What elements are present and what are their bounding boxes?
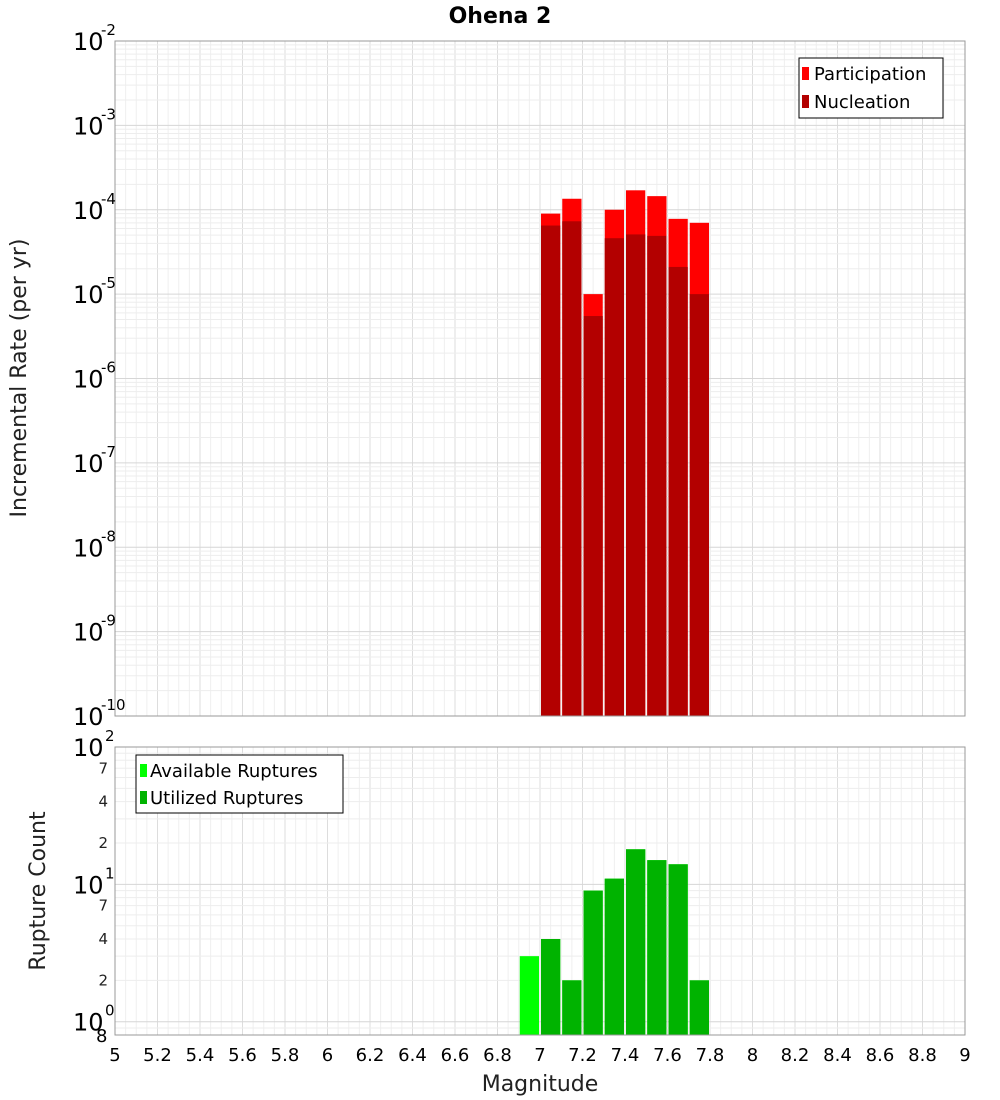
rupture-y-tick-label: 10 [73,1009,104,1037]
rupture-y-minor-tick-label: 2 [98,834,108,852]
rate-y-tick-exponent: -2 [101,21,116,39]
x-tick-label: 5.4 [186,1045,215,1066]
rupture-y-tick-label: 10 [73,871,104,899]
rupture-y-minor-tick-label: 7 [98,897,108,915]
rate-y-tick-exponent: -6 [101,359,116,377]
utilized-legend-label: Utilized Ruptures [150,788,303,809]
rupture-y-edge-label: 8 [96,1026,107,1047]
x-tick-label: 6.6 [441,1045,470,1066]
rate-legend-box [798,57,944,119]
rupture-utilized-ruptures-bar [689,980,709,1035]
x-tick-label: 5.2 [143,1045,172,1066]
rate-legend: Participation Nucleation [798,57,944,119]
rate-nucleation-bar [626,234,646,716]
chart-title: Ohena 2 [449,4,552,29]
x-tick-label: 7.6 [653,1045,682,1066]
x-tick-label: 6.4 [398,1045,427,1066]
rupture-plot-border [114,746,966,1036]
rate-plot-grid [114,40,966,717]
x-tick-label: 7 [534,1045,545,1066]
rate-y-tick-label: 10 [73,534,104,562]
x-tick-label: 5.6 [228,1045,257,1066]
rupture-y-tick-exponent: 1 [105,864,115,882]
rate-y-tick-label: 10 [73,28,104,56]
available-legend-swatch [140,764,147,777]
x-tick-label: 9 [959,1045,970,1066]
rate-y-axis-title: Incremental Rate (per yr) [7,239,32,518]
rate-nucleation-bar [647,235,667,716]
rupture-y-axis-title: Rupture Count [26,811,51,971]
rate-y-tick-exponent: -10 [101,696,126,714]
nucleation-legend-swatch [802,95,809,108]
x-tick-label: 6 [322,1045,333,1066]
rate-nucleation-bar [668,266,688,716]
rupture-y-minor-tick-label: 4 [98,793,108,811]
rate-y-tick-label: 10 [73,450,104,478]
rupture-y-tick-label: 10 [73,734,104,762]
available-legend-label: Available Ruptures [150,761,318,782]
rupture-utilized-ruptures-bar [604,878,624,1035]
rupture-utilized-ruptures-bar [583,890,603,1035]
x-tick-label: 6.2 [356,1045,385,1066]
rate-nucleation-bar [604,238,624,716]
rate-y-tick-exponent: -8 [101,527,116,545]
nucleation-legend-label: Nucleation [814,92,910,113]
x-tick-label: 7.2 [568,1045,597,1066]
rupture-y-tick-exponent: 2 [105,727,115,745]
rupture-utilized-ruptures-bar [647,860,667,1035]
rupture-y-tick-exponent: 0 [105,1002,115,1020]
rate-y-tick-label: 10 [73,197,104,225]
participation-legend-swatch [802,67,809,80]
rupture-utilized-ruptures-bar [668,864,688,1035]
rate-nucleation-bar [583,316,603,716]
rate-y-tick-label: 10 [73,112,104,140]
x-tick-label: 8.8 [908,1045,937,1066]
x-tick-label: 5.8 [271,1045,300,1066]
rate-nucleation-bar [689,294,709,716]
x-tick-label: 8.4 [823,1045,852,1066]
x-axis-title: Magnitude [482,1072,599,1097]
rupture-utilized-ruptures-bar [626,849,646,1035]
rupture-legend-box [135,754,344,814]
rupture-y-minor-tick-label: 4 [98,930,108,948]
rupture-legend: Available Ruptures Utilized Ruptures [135,754,344,814]
rate-y-tick-exponent: -5 [101,274,116,292]
rate-y-tick-label: 10 [73,703,104,731]
x-tick-label: 7.4 [611,1045,640,1066]
utilized-legend-swatch [140,791,147,804]
rate-y-tick-exponent: -4 [101,190,116,208]
rupture-utilized-ruptures-bar [562,980,582,1035]
rate-y-tick-exponent: -9 [101,612,116,630]
rupture-y-minor-tick-label: 7 [98,759,108,777]
rate-nucleation-bar [562,221,582,716]
x-axis-ticks: 5 5.2 5.4 5.6 5.8 6 6.2 6.4 6.6 6.8 7 7.2 7.4 7.6 7.8 8… [109,1045,970,1066]
rupture-y-minor-tick-label: 2 [98,971,108,989]
rate-y-tick-label: 10 [73,619,104,647]
x-tick-label: 6.8 [483,1045,512,1066]
x-tick-label: 5 [109,1045,120,1066]
rate-plot-bars [541,190,709,717]
rate-plot-border [114,40,966,717]
rate-y-tick-label: 10 [73,281,104,309]
participation-legend-label: Participation [814,64,926,85]
rupture-plot-bars [519,849,709,1035]
rate-nucleation-bar [541,225,561,716]
rate-y-tick-exponent: -3 [101,105,116,123]
x-tick-label: 7.8 [696,1045,725,1066]
rate-y-tick-exponent: -7 [101,443,116,461]
rupture-utilized-ruptures-bar [541,939,561,1035]
x-tick-label: 8.6 [866,1045,895,1066]
rupture-available-ruptures-bar [519,956,539,1035]
rate-y-tick-label: 10 [73,366,104,394]
x-tick-label: 8.2 [781,1045,810,1066]
x-tick-label: 8 [747,1045,758,1066]
